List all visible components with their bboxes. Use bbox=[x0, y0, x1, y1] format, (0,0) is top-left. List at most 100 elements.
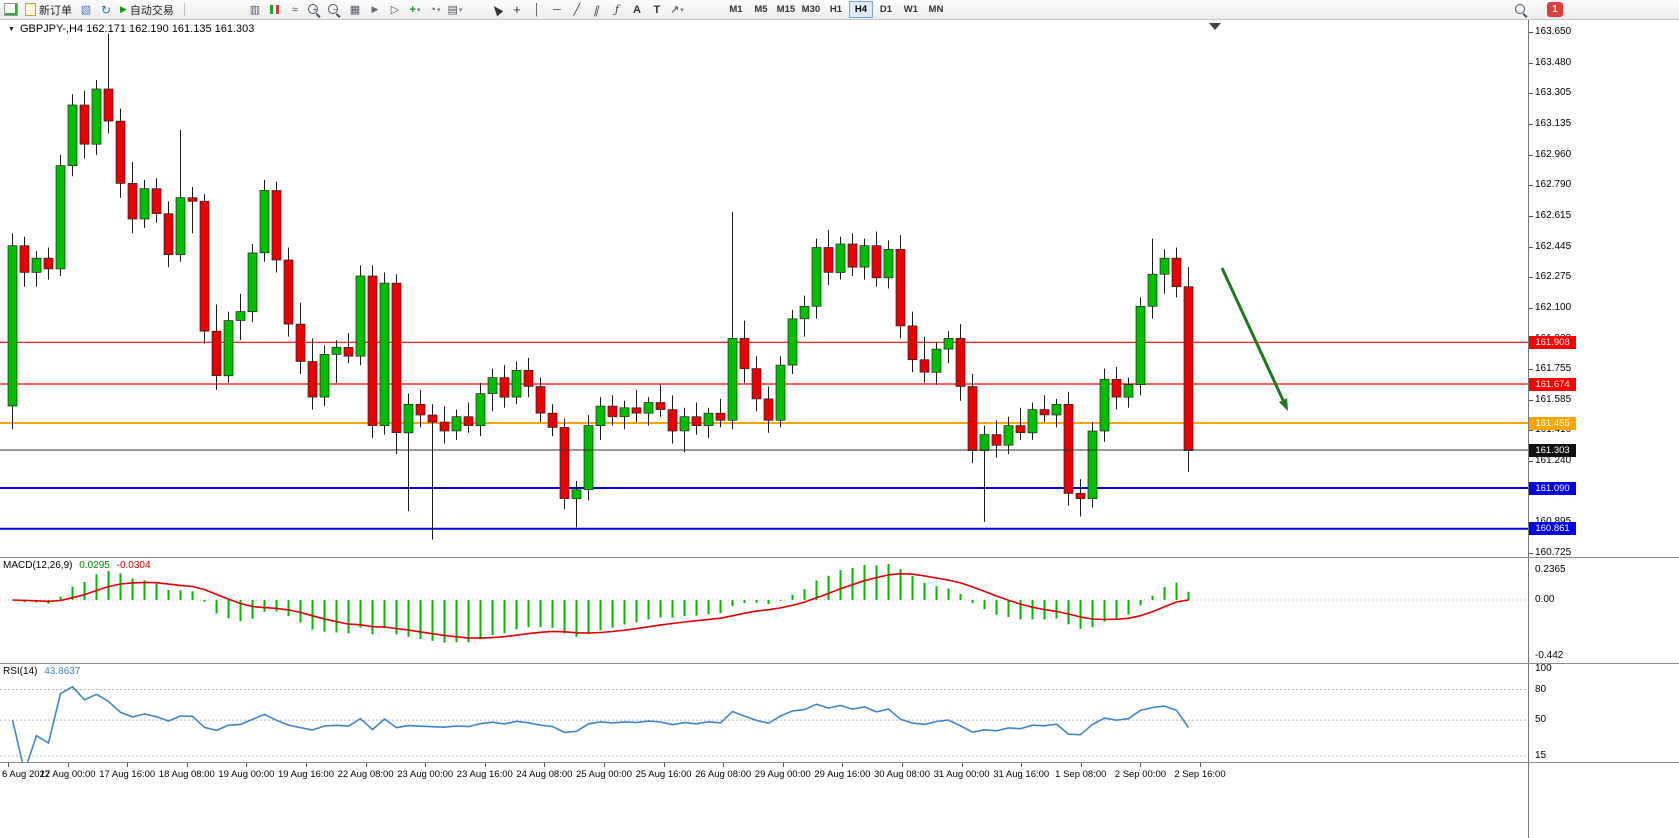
macd-scale-label: 0.2365 bbox=[1535, 564, 1566, 575]
timeframe-group: M1 M5 M15 M30 H1 H4 D1 W1 MN bbox=[724, 1, 948, 18]
templates-icon[interactable]: ▤ bbox=[446, 2, 464, 18]
trendline-icon[interactable]: ╱ bbox=[573, 4, 581, 16]
pane-separator bbox=[0, 762, 1679, 763]
tile-windows-icon[interactable]: ▦ bbox=[349, 4, 361, 16]
text-icon[interactable]: A bbox=[632, 3, 641, 16]
timeframe-m30[interactable]: M30 bbox=[801, 4, 821, 15]
time-axis[interactable]: 6 Aug 2022 17 Aug 00:00 17 Aug 16:00 18 Aug… bbox=[0, 763, 1528, 803]
pane-separator[interactable] bbox=[0, 663, 1679, 664]
line-chart-icon[interactable]: ≈ bbox=[291, 3, 298, 16]
timeframe-m1[interactable]: M1 bbox=[729, 4, 743, 15]
price-axis-label: 162.275 bbox=[1535, 271, 1572, 283]
price-axis-label: 162.445 bbox=[1535, 240, 1572, 252]
price-tick bbox=[1529, 277, 1533, 279]
auto-scroll-icon[interactable]: ▶ bbox=[371, 4, 379, 14]
timeframe-w1[interactable]: W1 bbox=[903, 4, 919, 15]
vertical-line-icon[interactable]: │ bbox=[533, 3, 541, 16]
timeframe-h4[interactable]: H4 bbox=[848, 1, 873, 18]
drawing-tools-group: + │ ─ ╱ ∥ ƒ A T ↗ bbox=[488, 2, 686, 18]
profiles-icon[interactable]: ▧ bbox=[80, 4, 92, 16]
rsi-scale-label: 100 bbox=[1535, 663, 1552, 675]
price-tick bbox=[1529, 430, 1533, 432]
timeframe-d1[interactable]: D1 bbox=[879, 4, 892, 15]
price-axis-label: 160.725 bbox=[1535, 547, 1572, 558]
pane-separator[interactable] bbox=[0, 557, 1679, 558]
price-axis-label: 161.240 bbox=[1535, 455, 1572, 467]
timeframe-m5[interactable]: M5 bbox=[754, 4, 768, 15]
rsi-indicator-pane[interactable] bbox=[0, 664, 1528, 762]
macd-histogram bbox=[23, 564, 1190, 643]
macd-indicator-pane[interactable] bbox=[0, 558, 1528, 663]
arrows-icon[interactable]: ↗ bbox=[668, 2, 686, 18]
candlestick-mode-icon[interactable] bbox=[266, 2, 284, 18]
time-tick bbox=[961, 763, 963, 767]
fibonacci-icon[interactable]: ƒ bbox=[614, 3, 619, 16]
profile-icon-group: ▧ ↻ bbox=[77, 2, 115, 18]
indicators-icon[interactable]: + bbox=[406, 2, 424, 18]
timeframe-m15[interactable]: M15 bbox=[776, 4, 796, 15]
time-axis-label: 1 Sep 08:00 bbox=[1055, 769, 1107, 780]
price-tick bbox=[1529, 399, 1533, 401]
rsi-scale-label: 15 bbox=[1535, 749, 1547, 761]
time-tick bbox=[1021, 763, 1023, 767]
time-tick bbox=[8, 763, 9, 767]
price-tag: 161.090 bbox=[1529, 481, 1576, 495]
new-order-label: 新订单 bbox=[39, 4, 72, 17]
time-axis-label: 24 Aug 08:00 bbox=[516, 769, 573, 780]
zoom-out-icon[interactable]: − bbox=[326, 2, 344, 18]
time-axis-label: 30 Aug 08:00 bbox=[874, 769, 930, 780]
chart-tools-group: ▥≈+−▦▶▷+◔▤ bbox=[246, 2, 464, 18]
price-tick bbox=[1529, 62, 1533, 64]
time-axis-label: 17 Aug 00:00 bbox=[39, 769, 96, 780]
chart-shift-icon[interactable]: ▷ bbox=[390, 4, 400, 16]
timeframe-h1[interactable]: H1 bbox=[829, 4, 842, 15]
price-tick bbox=[1529, 154, 1533, 156]
timeframe-mn[interactable]: MN bbox=[928, 4, 944, 15]
time-axis-label: 17 Aug 16:00 bbox=[99, 769, 156, 780]
price-tag: 160.861 bbox=[1529, 522, 1576, 536]
price-tick bbox=[1529, 123, 1533, 125]
collapse-arrow-icon[interactable]: ▼ bbox=[8, 25, 15, 33]
play-icon: ▶ bbox=[120, 4, 127, 14]
data-refresh-icon[interactable]: ↻ bbox=[100, 2, 112, 17]
time-axis-label: 29 Aug 16:00 bbox=[814, 769, 871, 780]
arrow-annotation[interactable] bbox=[1220, 267, 1288, 411]
price-chart-canvas[interactable] bbox=[0, 20, 1528, 558]
autotrading-button[interactable]: ▶ 自动交易 bbox=[115, 1, 179, 19]
chart-shift-marker-icon[interactable] bbox=[1209, 23, 1221, 30]
time-tick bbox=[663, 763, 665, 767]
label-icon[interactable]: T bbox=[653, 3, 661, 16]
macd-name: MACD(12,26,9) bbox=[3, 560, 73, 571]
toolbar-separator bbox=[183, 3, 185, 16]
horizontal-line-icon[interactable]: ─ bbox=[553, 3, 561, 16]
time-tick bbox=[1200, 763, 1201, 767]
cursor-icon[interactable] bbox=[488, 2, 506, 18]
autotrading-label: 自动交易 bbox=[129, 4, 174, 17]
time-tick bbox=[723, 763, 725, 767]
time-axis-label: 29 Aug 00:00 bbox=[754, 769, 811, 780]
price-tick bbox=[1529, 185, 1533, 187]
price-axis-label: 162.960 bbox=[1535, 148, 1572, 160]
new-chart-icon[interactable] bbox=[2, 2, 20, 18]
rsi-value: 43.8637 bbox=[44, 666, 81, 677]
price-axis-label: 161.410 bbox=[1535, 424, 1572, 436]
search-icon[interactable] bbox=[1513, 2, 1531, 18]
periods-icon[interactable]: ◔ bbox=[426, 2, 444, 18]
new-order-button[interactable]: 新订单 bbox=[20, 1, 77, 19]
price-axis-label: 163.135 bbox=[1535, 117, 1572, 129]
channel-icon[interactable]: ∥ bbox=[592, 4, 602, 16]
price-tick bbox=[1529, 369, 1533, 371]
price-axis-label: 161.755 bbox=[1535, 363, 1572, 375]
notification-badge[interactable]: 1 bbox=[1547, 2, 1563, 17]
chart-title-text: GBPJPY-,H4 162.171 162.190 161.135 161.3… bbox=[19, 23, 255, 35]
time-tick bbox=[484, 763, 486, 767]
price-tick bbox=[1529, 32, 1533, 33]
bar-chart-icon[interactable]: ▥ bbox=[249, 4, 261, 16]
price-tag: 161.674 bbox=[1529, 377, 1576, 391]
crosshair-icon[interactable]: + bbox=[513, 2, 521, 17]
macd-scale-label: 0.00 bbox=[1535, 594, 1555, 605]
price-tag: 161.908 bbox=[1529, 335, 1576, 349]
price-axis[interactable]: 163.650 163.480 163.305 163.135 162.960 162.7… bbox=[1528, 20, 1678, 838]
zoom-in-icon[interactable]: + bbox=[306, 2, 324, 18]
